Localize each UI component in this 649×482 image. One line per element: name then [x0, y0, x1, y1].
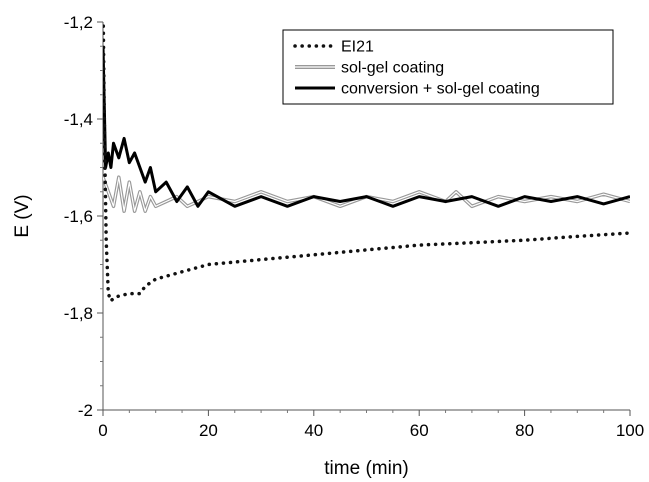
y-tick-label: -1,2 [64, 13, 93, 32]
series-2 [103, 46, 630, 208]
x-tick-label: 60 [410, 421, 429, 440]
x-axis-title: time (min) [324, 458, 408, 479]
legend-label-2: conversion + sol-gel coating [341, 81, 540, 98]
series-layer [103, 22, 630, 305]
legend-box [282, 29, 614, 105]
y-tick-label: -1,6 [64, 207, 93, 226]
x-tick-label: 100 [616, 421, 644, 440]
x-tick-label: 0 [98, 421, 107, 440]
series-line-inner [103, 176, 630, 212]
legend-label-0: EI21 [341, 39, 374, 56]
x-tick-label: 20 [199, 421, 218, 440]
y-axis-title: E (V) [12, 194, 33, 237]
series-1 [103, 175, 630, 213]
series-line [103, 46, 630, 208]
series-0 [103, 22, 630, 305]
ticks: -2 -1,8 -1,6 -1,4 -1,2 0 20 40 60 80 100 [64, 13, 644, 440]
x-tick-label: 80 [515, 421, 534, 440]
x-tick-label: 40 [304, 421, 323, 440]
legend: EI21 sol-gel coating conversion + sol-gel … [282, 29, 614, 105]
y-tick-label: -1,4 [64, 110, 93, 129]
y-tick-label: -2 [78, 401, 93, 420]
y-tick-label: -1,8 [64, 304, 93, 323]
legend-label-1: sol-gel coating [341, 60, 444, 77]
series-line [103, 22, 630, 305]
